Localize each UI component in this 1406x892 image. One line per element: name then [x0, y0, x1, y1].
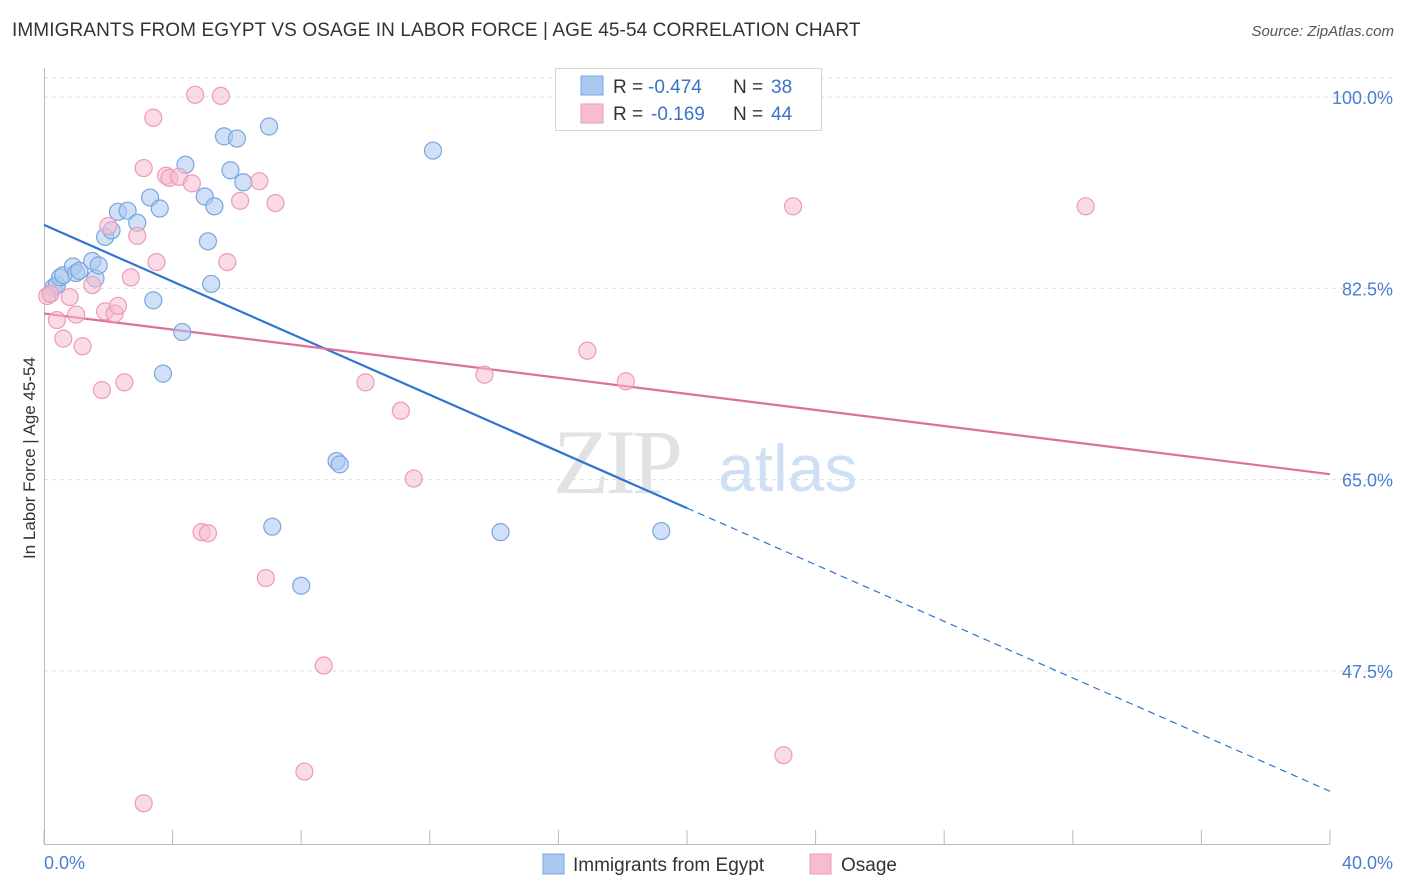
trend-line-osage	[43, 312, 1331, 476]
point-osage-13	[115, 373, 134, 392]
point-osage-12	[108, 296, 128, 315]
y-tick-label-1: 65.0%	[1342, 471, 1393, 491]
point-osage-19	[147, 252, 166, 272]
point-egypt-20	[173, 322, 192, 342]
x-tick-label-max: 40.0%	[1342, 853, 1393, 873]
legend-n-label-1: N =	[733, 77, 763, 98]
point-osage-4	[60, 287, 79, 307]
point-egypt-28	[227, 129, 246, 148]
series-legend-swatch-pink	[809, 853, 832, 875]
point-osage-17	[134, 794, 153, 813]
point-osage-38	[475, 365, 494, 384]
point-osage-5	[67, 305, 86, 324]
point-egypt-14	[118, 201, 137, 220]
correlation-legend: R = -0.474 N = 38 R = -0.169 N = 44	[555, 68, 822, 131]
x-tick-label-min: 0.0%	[44, 853, 85, 873]
point-osage-36	[391, 401, 410, 420]
y-axis-label: In Labor Force | Age 45-54	[20, 357, 39, 559]
point-osage-32	[266, 193, 285, 213]
point-osage-35	[356, 373, 375, 392]
point-egypt-36	[491, 523, 510, 542]
point-osage-6	[73, 337, 92, 356]
point-osage-7	[83, 275, 102, 295]
y-tick-label-0: 47.5%	[1342, 662, 1393, 682]
point-egypt-27	[221, 161, 240, 180]
series-legend-label-egypt: Immigrants from Egypt	[573, 855, 765, 876]
legend-r-label-1: R =	[613, 77, 643, 98]
point-osage-40	[616, 372, 636, 391]
trend-lines	[43, 223, 1331, 792]
point-egypt-30	[259, 117, 279, 136]
trend-line-egypt	[43, 223, 688, 510]
series-immigrants-from-egypt	[41, 117, 671, 595]
point-egypt-34	[330, 455, 349, 474]
point-osage-34	[314, 656, 333, 675]
x-ticks	[43, 830, 1331, 844]
grid-lines	[44, 77, 1393, 672]
point-osage-37	[404, 469, 423, 488]
point-osage-26	[198, 524, 218, 543]
point-egypt-17	[144, 291, 163, 310]
y-tick-label-2: 82.5%	[1342, 279, 1393, 299]
point-egypt-23	[198, 232, 218, 251]
chart-title: IMMIGRANTS FROM EGYPT VS OSAGE IN LABOR …	[12, 20, 861, 41]
watermark: ZIP atlas	[553, 411, 857, 513]
point-osage-1	[41, 284, 60, 303]
point-osage-41	[774, 746, 793, 765]
point-egypt-31	[263, 517, 282, 536]
point-egypt-18	[150, 199, 169, 218]
series-legend: Immigrants from Egypt Osage	[542, 853, 897, 876]
point-osage-43	[1076, 197, 1095, 216]
point-egypt-24	[202, 274, 221, 294]
y-tick-labels: 47.5% 65.0% 82.5% 100.0%	[1332, 88, 1393, 682]
legend-swatch-blue	[580, 75, 604, 96]
point-egypt-25	[205, 197, 224, 216]
y-tick-label-3: 100.0%	[1332, 88, 1393, 108]
point-osage-42	[783, 197, 803, 216]
point-osage-29	[231, 191, 250, 210]
point-osage-30	[250, 172, 269, 191]
legend-r-value-2: -0.169	[651, 104, 705, 125]
legend-r-label-2: R =	[613, 104, 643, 125]
point-osage-18	[144, 108, 163, 127]
point-osage-39	[578, 341, 597, 360]
point-osage-10	[99, 216, 118, 236]
legend-r-value-1: -0.474	[648, 77, 702, 98]
legend-n-label-2: N =	[733, 104, 763, 125]
point-osage-28	[218, 252, 237, 272]
trend-line-egypt-extension	[686, 507, 1331, 792]
watermark-atlas: atlas	[718, 431, 857, 505]
legend-swatch-pink	[580, 103, 604, 124]
point-egypt-29	[234, 173, 253, 192]
point-osage-33	[295, 762, 314, 781]
point-egypt-7	[70, 261, 89, 280]
point-egypt-19	[153, 364, 173, 383]
point-osage-16	[134, 158, 153, 178]
series-legend-swatch-blue	[542, 853, 565, 875]
point-egypt-10	[89, 256, 108, 275]
point-osage-14	[121, 268, 140, 287]
point-osage-8	[92, 380, 111, 400]
axes	[44, 68, 1330, 845]
source-label: Source: ZipAtlas.com	[1251, 23, 1394, 40]
point-osage-31	[256, 568, 275, 588]
point-osage-15	[128, 226, 147, 245]
point-osage-27	[211, 86, 230, 106]
point-egypt-37	[652, 521, 671, 541]
point-osage-23	[182, 174, 201, 193]
point-osage-24	[186, 85, 205, 104]
point-egypt-35	[423, 141, 443, 160]
point-egypt-32	[292, 576, 311, 595]
series-osage	[38, 85, 1095, 813]
point-osage-3	[54, 329, 73, 348]
legend-n-value-2: 44	[771, 104, 793, 125]
point-osage-2	[47, 310, 66, 330]
series-legend-label-osage: Osage	[841, 855, 897, 876]
legend-n-value-1: 38	[771, 77, 792, 98]
